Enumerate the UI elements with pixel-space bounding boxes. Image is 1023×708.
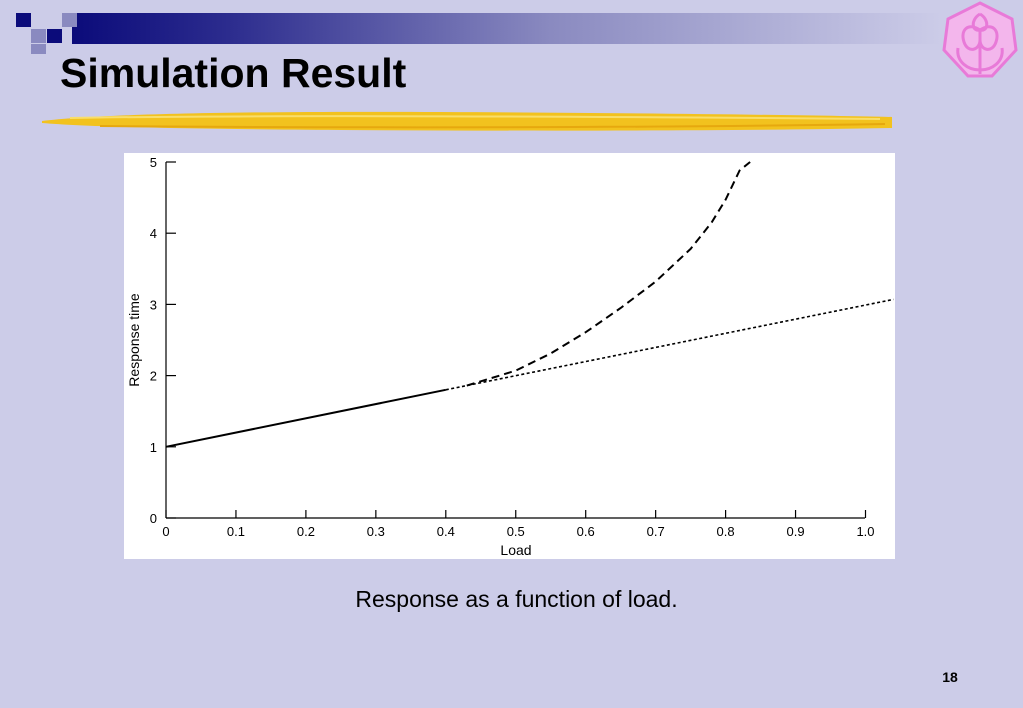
x-tick-label: 0.2 [297,524,315,539]
y-tick-label: 3 [150,297,157,312]
x-tick-label: 1.0 [856,524,874,539]
x-tick-label: 0.7 [647,524,665,539]
y-tick-label: 0 [150,511,157,526]
header-square-light [62,13,77,27]
series-line-dotted [445,298,894,391]
header-square-dark-2 [47,29,62,43]
y-axis-label: Response time [126,293,142,387]
x-axis-label: Load [500,542,531,558]
x-tick-label: 0.4 [437,524,455,539]
x-tick-label: 0.8 [717,524,735,539]
x-tick-label: 0.9 [787,524,805,539]
chart-panel: 0 0.1 0.2 0.3 0.4 0.5 0.6 0.7 0.8 0.9 1.0 0 1 2 3 4 5 L… [124,153,895,559]
y-tick-label: 2 [150,369,157,384]
y-tick-label: 5 [150,155,157,170]
series-line-solid [165,388,446,448]
y-tick-label: 4 [150,226,157,241]
header-square-dark [16,13,31,27]
x-tick-label: 0.1 [227,524,245,539]
x-tick-label: 0.6 [577,524,595,539]
x-tick-label: 0.5 [507,524,525,539]
flower-emblem-logo-icon [940,0,1020,85]
chart-caption: Response as a function of load. [355,586,678,612]
header-gradient-bar [72,13,942,44]
header-square-light-2 [31,29,46,43]
header-square-light-3 [31,44,46,54]
series-line-dashed [466,161,751,387]
slide-title: Simulation Result [60,50,407,96]
y-tick-label: 1 [150,440,157,455]
x-tick-label: 0 [162,524,169,539]
response-time-chart: 0 0.1 0.2 0.3 0.4 0.5 0.6 0.7 0.8 0.9 1.0 0 1 2 3 4 5 L… [126,155,894,558]
page-number: 18 [942,669,958,685]
x-tick-label: 0.3 [367,524,385,539]
title-underline-brush [40,106,895,141]
